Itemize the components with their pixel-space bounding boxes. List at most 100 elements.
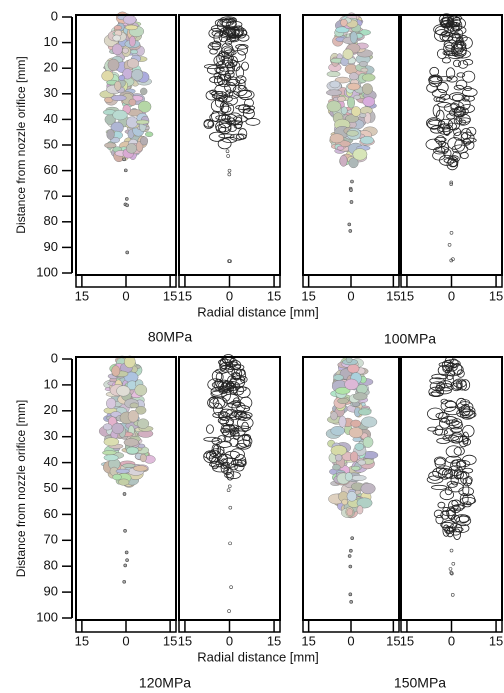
spray-blob: [215, 372, 224, 382]
spray-blob: [224, 81, 237, 93]
x-tick-label: 15: [489, 633, 503, 648]
spray-blob: [458, 35, 468, 42]
spray-blob: [112, 473, 122, 481]
spray-blob: [106, 129, 115, 140]
droplet: [451, 257, 455, 262]
spray-blob: [432, 150, 446, 161]
spray-blob: [329, 80, 341, 89]
droplet: [122, 579, 127, 584]
spray-blob: [437, 102, 452, 108]
spray-blob: [232, 84, 248, 97]
spray-blob: [350, 419, 362, 428]
spray-blob: [228, 91, 240, 99]
y-tick-label: 100: [36, 264, 58, 279]
droplet: [225, 149, 230, 154]
spray-blob: [231, 61, 241, 72]
spray-blob: [360, 67, 369, 73]
spray-blob: [426, 117, 443, 129]
droplet: [349, 548, 353, 553]
spray-blob: [437, 364, 450, 376]
spray-blob: [219, 411, 231, 421]
spray-blob: [453, 470, 464, 480]
droplet: [228, 259, 232, 263]
spray-blob: [225, 468, 235, 481]
droplet: [451, 561, 456, 566]
spray-blob: [460, 128, 472, 140]
spray-blob: [440, 398, 448, 405]
spray-blob: [451, 459, 467, 468]
spray-blob: [332, 464, 341, 471]
spray-blob: [432, 104, 441, 117]
spray-blob: [116, 385, 131, 397]
spray-blob: [431, 390, 442, 397]
x-tick-label: 15: [163, 288, 177, 303]
spray-blob: [437, 123, 454, 135]
spray-blob: [219, 26, 236, 38]
spray-blob: [118, 74, 125, 81]
spray-blob: [216, 18, 229, 32]
spray-blob: [145, 131, 154, 137]
droplet: [228, 541, 232, 546]
spray-blob: [213, 91, 228, 102]
spray-blob: [458, 60, 469, 69]
spray-blob: [347, 82, 361, 91]
spray-blob: [137, 443, 146, 449]
spray-blob: [445, 445, 462, 458]
spray-blob: [437, 81, 449, 93]
spray-blob: [428, 471, 442, 481]
spray-blob: [445, 419, 460, 426]
spray-blob: [118, 478, 130, 486]
panel-caption: 150MPa: [394, 675, 446, 691]
spray-blob: [338, 415, 347, 428]
spray-blob: [441, 142, 449, 154]
spray-blob: [350, 31, 358, 44]
spray-blob: [463, 137, 477, 143]
spray-blob: [460, 104, 475, 114]
spray-blob: [218, 50, 226, 62]
spray-blob: [220, 105, 232, 113]
droplet: [449, 180, 454, 185]
spray-blob: [460, 151, 469, 160]
droplet: [123, 168, 128, 173]
spray-blob: [347, 363, 360, 374]
spray-blob: [123, 14, 137, 25]
spray-blob: [437, 467, 452, 480]
spray-blob: [353, 392, 368, 401]
spray-blob: [444, 400, 457, 409]
spray-blob: [235, 27, 247, 39]
spray-blob: [452, 362, 463, 375]
spray-blob: [354, 442, 364, 451]
x-tick-label: 15: [400, 288, 414, 303]
x-tick-label: 15: [163, 633, 177, 648]
spray-blob: [208, 28, 224, 39]
spray-blob: [440, 521, 454, 529]
spray-blob: [209, 76, 223, 84]
spray-blob: [460, 131, 475, 145]
spray-blob: [443, 157, 457, 164]
droplet: [348, 564, 353, 569]
spray-blob: [203, 452, 217, 459]
spray-blob: [112, 109, 128, 121]
spray-blob: [447, 137, 463, 150]
spray-blob: [448, 92, 466, 102]
spray-blob: [330, 445, 347, 456]
spray-blob: [346, 508, 354, 516]
spray-blob: [455, 515, 472, 527]
y-axis-label: Distance from nozzle orifice [mm]: [14, 400, 28, 577]
droplet: [125, 558, 129, 562]
spray-blob: [439, 489, 455, 501]
spray-blob: [356, 505, 364, 515]
spray-blob: [128, 98, 137, 106]
spray-blob: [451, 144, 469, 154]
spray-blob: [455, 379, 463, 391]
spray-blob: [229, 428, 246, 437]
spray-blob: [462, 138, 472, 146]
spray-blob: [233, 25, 244, 37]
spray-blob: [334, 76, 351, 84]
spray-blob: [346, 491, 357, 502]
spray-blob: [456, 72, 466, 78]
spray-blob: [346, 130, 359, 137]
spray-blob: [221, 18, 237, 30]
spray-blob: [228, 412, 240, 421]
y-axis-label: Distance from nozzle orifice [mm]: [14, 56, 28, 233]
